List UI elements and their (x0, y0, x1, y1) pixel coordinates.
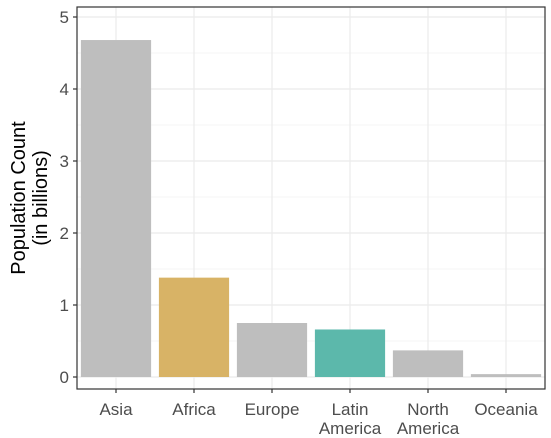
x-tick-label: Asia (99, 400, 133, 419)
y-tick-label: 1 (60, 296, 69, 315)
bar-oceania (470, 374, 542, 377)
y-tick-label: 0 (60, 368, 69, 387)
x-tick-label: North America (397, 400, 460, 438)
x-tick-label: Africa (172, 400, 216, 419)
bar-africa (158, 277, 230, 377)
y-tick-label: 2 (60, 224, 69, 243)
bar-north-america (392, 350, 464, 377)
bar-asia (80, 40, 152, 377)
y-axis-title: Population Count(in billions) (8, 121, 52, 275)
y-tick-label: 4 (60, 80, 69, 99)
y-tick-label: 5 (60, 8, 69, 27)
bar-europe (236, 323, 308, 377)
bars (80, 40, 542, 377)
x-tick-label: Latin America (319, 400, 382, 438)
y-axis-ticks: 0 1 2 3 4 5 (60, 8, 77, 387)
panel-border (76, 6, 546, 390)
x-tick-label: Europe (245, 400, 300, 419)
bar-latin-america (314, 329, 386, 377)
x-axis-ticks: Asia Africa Europe Latin America North America… (99, 389, 538, 438)
y-axis-title-text: Population Count(in billions) (8, 121, 52, 275)
x-tick-label: Oceania (474, 400, 538, 419)
minor-grid-lines (77, 52, 545, 342)
y-tick-label: 3 (60, 152, 69, 171)
